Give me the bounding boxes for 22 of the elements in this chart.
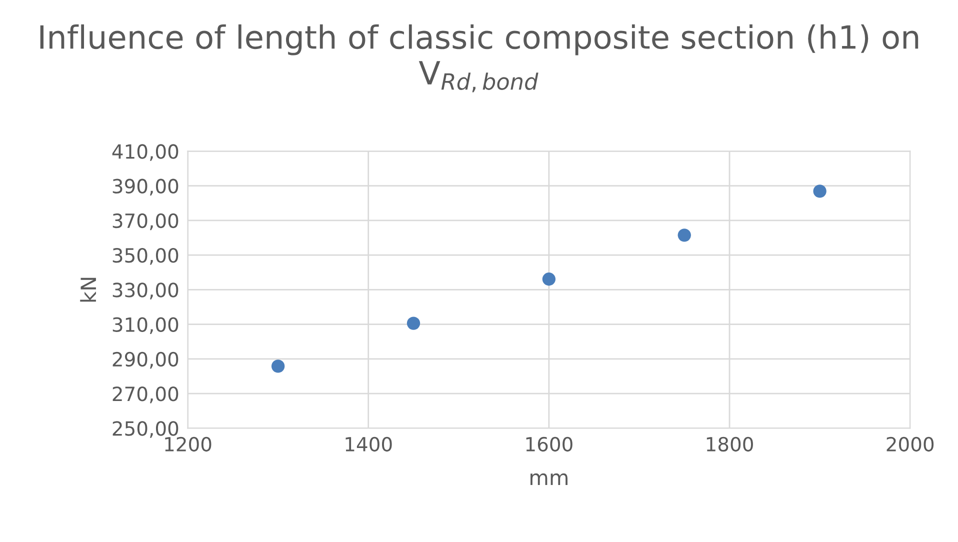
y-axis-title: kN — [80, 278, 96, 302]
y-tick-label: 310,00 — [112, 317, 178, 334]
y-tick-label: 330,00 — [112, 282, 178, 300]
y-tick-label: 350,00 — [112, 248, 178, 265]
x-tick-label: 2000 — [886, 436, 934, 452]
y-tick-label: 290,00 — [112, 352, 178, 369]
y-tick-label: 250,00 — [112, 421, 178, 438]
y-tick-label: 410,00 — [112, 144, 178, 161]
x-axis-title: mm — [530, 473, 568, 486]
chart-title: Influence of length of classic composite section (h1) on V$_{Rd,bond}$ — [40, 24, 918, 92]
y-tick-label: 390,00 — [112, 178, 178, 196]
x-tick-label: 1800 — [706, 436, 753, 452]
point — [406, 316, 420, 330]
point — [813, 184, 826, 198]
y-tick-label: 270,00 — [112, 386, 178, 404]
point — [271, 360, 285, 373]
point — [542, 272, 556, 286]
y-tick-label: 370,00 — [112, 213, 178, 230]
x-tick-label: 1600 — [526, 436, 572, 452]
point — [678, 228, 691, 242]
x-tick-label: 1200 — [165, 436, 212, 452]
x-tick-label: 1400 — [346, 436, 392, 452]
